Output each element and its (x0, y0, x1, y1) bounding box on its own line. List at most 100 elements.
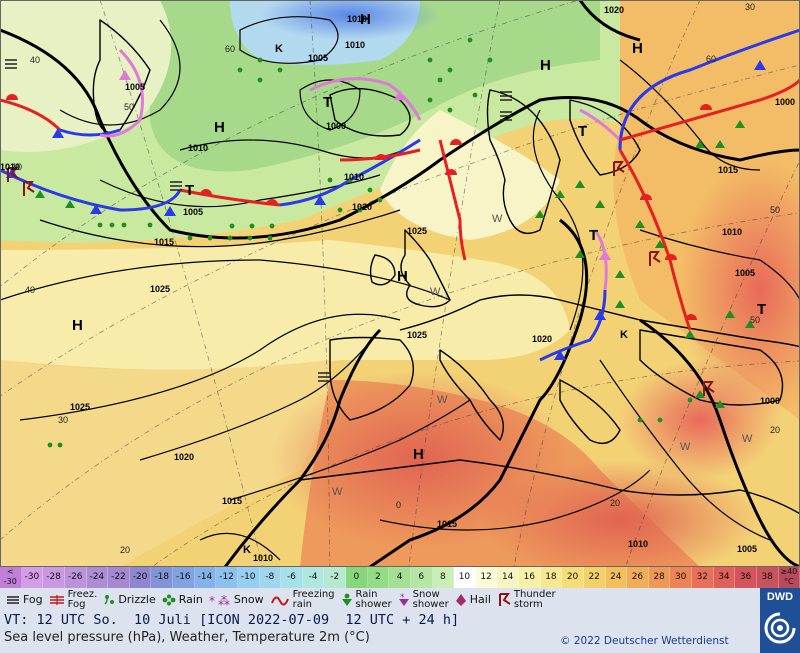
cold-front (618, 28, 800, 151)
pressure-label: 1025 (407, 226, 427, 236)
pressure-label: 1010 (188, 143, 208, 153)
pressure-label: 1010 (722, 227, 742, 237)
pressure-label: 1020 (604, 5, 624, 15)
legend-snow: * ⁂ Snow (209, 594, 264, 606)
warm-front (619, 78, 800, 142)
legend-snow-shower: * Snow shower (398, 588, 449, 610)
grid-label: 30 (745, 2, 755, 12)
copyright: © 2022 Deutscher Wetterdienst (560, 635, 729, 647)
grid-label: 50 (124, 102, 134, 112)
fronts (0, 28, 800, 362)
high-pressure-marker: H (413, 446, 424, 463)
temperature-scale-cell: 30 (670, 567, 692, 588)
temperature-scale-cell: -4 (302, 567, 325, 588)
weather-legend: Fog Freez. Fog Drizzle Rain * ⁂ Snow Free… (0, 588, 760, 611)
freezing-rain-icon (270, 596, 289, 605)
legend-rain-shower: Rain shower (341, 588, 392, 610)
temperature-scale-cell: -12 (216, 567, 238, 588)
freezing-fog-icon (49, 594, 64, 605)
pressure-label: 1005 (735, 268, 755, 278)
low-pressure-marker: T (757, 301, 766, 318)
temperature-scale-cell: -10 (237, 567, 260, 588)
pressure-label: 1025 (150, 284, 170, 294)
temperature-scale-cell: -24 (86, 567, 109, 588)
grid-label: 40 (30, 55, 40, 65)
pressure-label: 1010 (628, 539, 648, 549)
temperature-scale: < -30 -30 -28 -26 -24 -22 -20 -18 -16 -14 -12 -10 -8… (0, 567, 800, 588)
rain-symbols (47, 37, 693, 448)
high-pressure-marker: H (72, 317, 83, 334)
temperature-scale-cell: 16 (519, 567, 541, 588)
temperature-scale-cell: 26 (627, 567, 649, 588)
pressure-label: 1020 (532, 334, 552, 344)
temperature-scale-cell: 0 (346, 567, 368, 588)
pressure-label: 1005 (737, 544, 757, 554)
occluded-front (579, 108, 622, 142)
warm-front (438, 139, 467, 261)
grid-label: 60 (225, 44, 235, 54)
graticule (0, 0, 800, 567)
temperature-scale-cell: 10 (454, 567, 476, 588)
thunderstorm-symbols (7, 161, 715, 396)
temperature-scale-cell: 6 (410, 567, 433, 588)
legend-thunderstorm-label: Thunder storm (513, 588, 556, 610)
hail-icon (455, 593, 466, 606)
wind-letter: W (430, 286, 441, 298)
grid-label: 10 (12, 162, 22, 172)
temperature-scale-cell: 24 (605, 567, 628, 588)
temperature-scale-cell: -8 (259, 567, 282, 588)
legend-rain-shower-label: Rain shower (355, 588, 392, 610)
cold-front (0, 168, 182, 212)
temperature-scale-cell: 4 (389, 567, 411, 588)
pressure-label: 1010 (345, 40, 365, 50)
pressure-labels: 1020 1010 1005 1000 1010 1005 1010 1020 … (0, 5, 795, 563)
legend-fog-label: Fog (23, 592, 43, 606)
temperature-scale-cell: 22 (583, 567, 606, 588)
temperature-scale-cell: ≥40 °C (778, 567, 800, 588)
high-pressure-marker: H (360, 11, 371, 28)
pressure-label: 1000 (326, 121, 346, 131)
pressure-label: 1025 (70, 402, 90, 412)
chart-subtitle: Sea level pressure (hPa), Weather, Tempe… (4, 630, 370, 645)
temperature-scale-cell: < -30 (0, 567, 22, 588)
grid-label: 20 (770, 425, 780, 435)
legend-drizzle-label: Drizzle (118, 592, 156, 606)
isobars-bold (0, 0, 800, 567)
pressure-label: 1015 (718, 165, 738, 175)
warm-front (0, 98, 62, 132)
pressure-centres: H H H H H H H T T T T T K K K (72, 11, 766, 556)
low-pressure-marker: T (323, 94, 332, 111)
rain-icon (162, 594, 176, 605)
temperature-scale-cell: -14 (194, 567, 217, 588)
pressure-label: 1015 (437, 519, 457, 529)
wind-letter: W (680, 441, 691, 453)
cold-marker: K (620, 329, 628, 341)
front-symbols (6, 60, 766, 360)
cold-marker: K (275, 43, 283, 55)
wind-letter: W (492, 213, 503, 225)
temperature-scale-cell: 36 (735, 567, 757, 588)
rain-shower-icon (341, 593, 352, 606)
legend-snow-shower-label: Snow shower (412, 588, 449, 610)
wind-letter: W (437, 394, 448, 406)
grid-labels: 60 50 40 30 20 60 50 40 30 20 0 20 10 50 (12, 2, 780, 555)
dwd-logo: DWD (760, 588, 800, 653)
high-pressure-marker: H (214, 119, 225, 136)
high-pressure-marker: H (397, 268, 408, 285)
low-pressure-marker: T (589, 227, 598, 244)
grid-label: 20 (610, 498, 620, 508)
grid-label: 60 (706, 54, 716, 64)
temperature-scale-cell: 28 (648, 567, 671, 588)
dwd-swirl-icon (764, 612, 796, 644)
snow-shower-icon: * (398, 593, 409, 606)
legend-freezing-rain: Freezing rain (270, 589, 335, 610)
pressure-label: 1010 (0, 162, 20, 172)
pressure-label: 1010 (347, 14, 367, 24)
high-pressure-marker: H (540, 57, 551, 74)
cold-marker: K (243, 544, 251, 556)
temperature-scale-cell: 2 (367, 567, 390, 588)
pressure-label: 1010 (344, 172, 364, 182)
occluded-front (309, 77, 422, 121)
temperature-scale-cell: -30 (21, 567, 44, 588)
